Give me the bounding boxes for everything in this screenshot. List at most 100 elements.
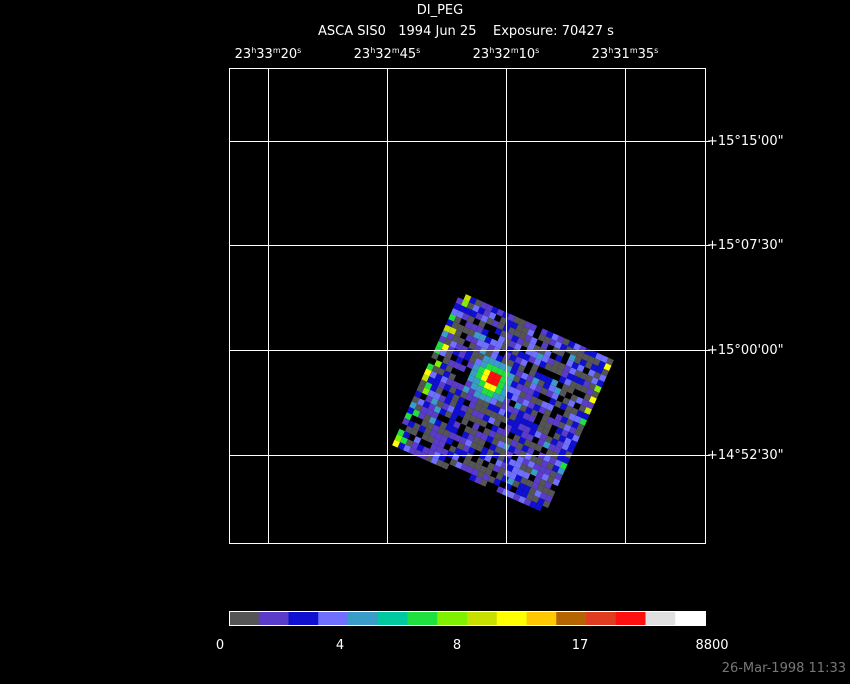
pixel <box>562 410 571 419</box>
pixel <box>488 430 497 438</box>
pixel <box>481 387 490 396</box>
pixel <box>517 423 526 432</box>
pixel <box>486 317 494 326</box>
colorbar-segment <box>377 611 408 625</box>
pixel <box>576 364 585 373</box>
pixel <box>482 355 491 364</box>
pixel <box>584 361 593 370</box>
pixel <box>470 441 479 450</box>
dec-label: +15°07'30" <box>707 238 784 253</box>
pixel <box>460 404 469 413</box>
pixel <box>574 428 583 437</box>
pixel <box>470 323 479 332</box>
pixel <box>534 444 543 453</box>
pixel <box>529 441 538 450</box>
pixel <box>534 371 543 380</box>
pixel <box>509 353 518 362</box>
pixel <box>530 409 539 418</box>
pixel <box>442 370 451 379</box>
pixel <box>509 426 518 435</box>
pixel <box>493 419 502 428</box>
pixel <box>487 475 496 484</box>
pixel <box>529 455 538 463</box>
pixel <box>566 386 575 395</box>
pixel <box>523 439 532 448</box>
pixel <box>453 361 462 370</box>
pixel <box>531 377 540 385</box>
pixel <box>472 304 480 313</box>
pixel <box>510 439 519 448</box>
pixel <box>528 487 537 496</box>
pixel <box>472 436 481 445</box>
pixel <box>526 374 535 383</box>
pixel <box>518 450 527 459</box>
pixel <box>496 440 505 449</box>
pixel <box>566 372 575 381</box>
pixel <box>429 443 438 452</box>
pixel <box>468 460 477 469</box>
pixel <box>558 375 567 384</box>
pixel <box>480 373 489 382</box>
pixel <box>450 426 459 435</box>
pixel <box>440 434 449 443</box>
pixel <box>475 312 483 321</box>
pixel <box>521 444 530 453</box>
pixel <box>554 472 563 481</box>
pixel <box>456 442 465 451</box>
pixel <box>533 476 542 485</box>
pixel <box>462 444 471 453</box>
pixel <box>578 345 587 354</box>
pixel <box>573 342 582 351</box>
pixel <box>404 412 413 421</box>
pixel <box>478 392 487 401</box>
pixel <box>448 431 457 440</box>
pixel <box>532 390 541 399</box>
pixel <box>545 330 554 339</box>
pixel <box>512 375 521 384</box>
pixel <box>420 406 429 415</box>
plot-frame <box>229 68 706 544</box>
pixel <box>548 443 556 452</box>
pixel <box>492 405 501 414</box>
pixel <box>570 407 579 416</box>
pixel <box>577 377 586 386</box>
pixel <box>524 334 533 343</box>
pixel <box>405 439 414 448</box>
pixel <box>558 434 567 443</box>
pixel <box>523 484 531 493</box>
pixel <box>523 425 532 434</box>
pixel <box>448 313 457 322</box>
pixel <box>445 423 454 432</box>
pixel <box>455 297 464 306</box>
pixel <box>467 387 476 396</box>
pixel <box>542 500 551 509</box>
pixel <box>560 416 569 425</box>
pixel <box>549 365 558 374</box>
pixel <box>582 380 591 389</box>
pixel <box>450 308 459 317</box>
pixel <box>522 471 531 480</box>
pixel <box>451 394 460 403</box>
pixel <box>427 389 436 398</box>
pixel <box>443 383 452 392</box>
pixel <box>566 445 575 454</box>
pixel <box>536 425 545 434</box>
ra-value: 31 <box>613 47 630 62</box>
pixel <box>465 452 474 461</box>
pixel <box>510 321 519 330</box>
pixel <box>439 362 448 371</box>
pixel <box>505 332 514 341</box>
pixel <box>551 464 560 473</box>
pixel <box>535 398 544 407</box>
pixel <box>481 400 490 409</box>
pixel <box>468 342 477 351</box>
pixel <box>392 439 401 448</box>
pixel <box>437 426 446 435</box>
pixel <box>578 404 587 413</box>
pixel <box>534 384 543 393</box>
coordinate-grid <box>229 68 710 543</box>
pixel <box>584 347 592 356</box>
pixel <box>407 420 416 429</box>
pixel <box>484 349 493 358</box>
pixel <box>512 361 521 370</box>
